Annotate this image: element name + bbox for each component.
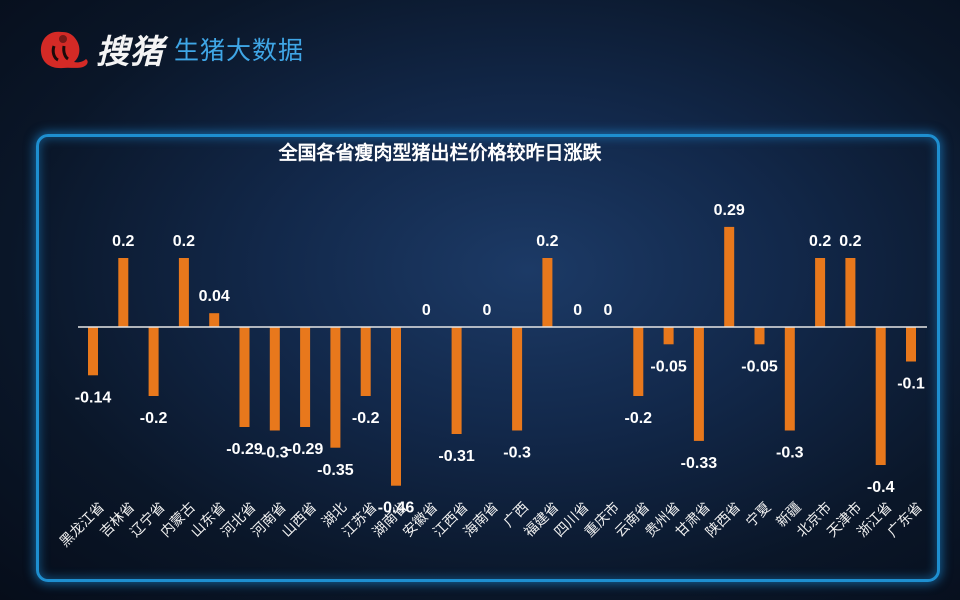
bar	[784, 327, 795, 431]
data-label: 0.2	[536, 233, 558, 250]
data-label: -0.3	[776, 445, 804, 462]
bar	[209, 313, 220, 327]
data-label: -0.31	[438, 448, 475, 465]
data-label: -0.29	[287, 441, 324, 458]
bar	[663, 327, 674, 345]
data-label: -0.33	[681, 455, 718, 472]
data-label: 0	[422, 302, 431, 319]
data-label: -0.3	[261, 445, 289, 462]
brand-name: 搜猪	[96, 32, 164, 71]
data-label: -0.14	[75, 389, 112, 406]
category-label: 宁夏	[743, 499, 775, 531]
bar	[451, 327, 462, 434]
bar	[269, 327, 280, 431]
data-label: -0.4	[867, 479, 895, 496]
bar	[88, 327, 98, 376]
bar	[391, 327, 401, 486]
bar	[724, 226, 735, 327]
data-label: 0	[482, 302, 491, 319]
bar	[875, 327, 886, 465]
data-label: -0.3	[503, 445, 531, 462]
data-label: 0.04	[199, 288, 230, 305]
data-labels: -0.140.2-0.20.20.04-0.29-0.3-0.29-0.35-0…	[75, 202, 925, 517]
data-label: -0.05	[650, 358, 687, 375]
data-label: 0	[604, 302, 613, 319]
data-label: 0.2	[112, 233, 134, 250]
category-label: 山西省	[279, 500, 320, 541]
bar	[330, 327, 341, 448]
bar	[633, 327, 644, 396]
bar	[512, 327, 523, 431]
bar	[693, 327, 704, 441]
pig-logo-icon	[40, 31, 88, 69]
bar	[815, 258, 826, 327]
data-label: 0.2	[839, 233, 861, 250]
data-label: -0.2	[352, 410, 380, 427]
data-label: 0.2	[809, 233, 831, 250]
bar	[754, 327, 765, 345]
bar	[178, 258, 189, 327]
data-label: 0.2	[173, 233, 195, 250]
chart-frame	[36, 134, 940, 582]
bar	[300, 327, 311, 427]
bar	[118, 258, 129, 327]
bar	[148, 327, 159, 396]
brand-header: 搜猪 生猪大数据	[36, 26, 304, 72]
data-label: -0.05	[741, 358, 778, 375]
bar	[239, 327, 250, 427]
bar	[906, 327, 916, 362]
bar-series	[88, 226, 916, 486]
category-label: 广东省	[885, 500, 926, 541]
category-label: 陕西省	[703, 500, 744, 541]
data-label: -0.1	[897, 376, 925, 393]
chart-title: 全国各省瘦肉型猪出栏价格较昨日涨跌	[278, 142, 602, 164]
brand-subtitle: 生猪大数据	[174, 36, 305, 65]
data-label: -0.2	[625, 410, 653, 427]
bar	[360, 327, 371, 396]
data-label: -0.35	[317, 462, 354, 479]
data-label: -0.2	[140, 410, 168, 427]
category-label: 海南省	[461, 500, 502, 541]
data-label: -0.46	[378, 500, 415, 517]
data-label: -0.29	[226, 441, 263, 458]
data-label: 0	[573, 302, 582, 319]
bar	[542, 258, 553, 327]
data-label: 0.29	[714, 202, 745, 219]
bar	[845, 258, 856, 327]
